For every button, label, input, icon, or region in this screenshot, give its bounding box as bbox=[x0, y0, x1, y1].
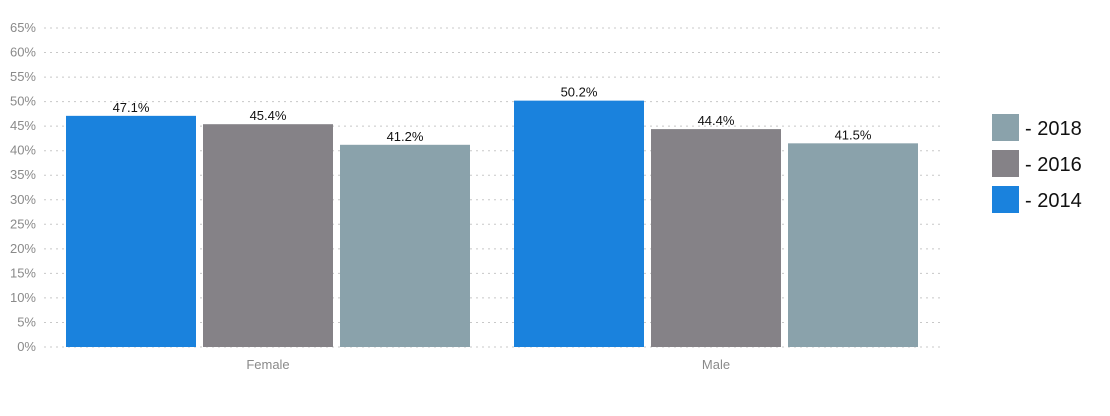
y-tick-label: 65% bbox=[10, 20, 36, 35]
y-tick-label: 50% bbox=[10, 94, 36, 109]
y-tick-label: 45% bbox=[10, 118, 36, 133]
data-label: 47.1% bbox=[113, 100, 150, 115]
legend-swatch bbox=[992, 114, 1019, 141]
legend-label: - 2018 bbox=[1025, 118, 1082, 140]
y-tick-label: 40% bbox=[10, 143, 36, 158]
y-tick-label: 5% bbox=[17, 314, 36, 329]
y-tick-label: 15% bbox=[10, 265, 36, 280]
legend-label: - 2016 bbox=[1025, 154, 1082, 176]
bar-male-2 bbox=[788, 143, 918, 347]
data-label: 50.2% bbox=[561, 85, 598, 100]
bar-female-1 bbox=[203, 124, 333, 348]
bar-male-0 bbox=[514, 100, 644, 347]
legend-swatch bbox=[992, 186, 1019, 213]
y-tick-label: 20% bbox=[10, 241, 36, 256]
y-tick-label: 60% bbox=[10, 45, 36, 60]
x-category-label: Female bbox=[246, 357, 289, 372]
data-label: 41.5% bbox=[835, 127, 872, 142]
bar-male-1 bbox=[651, 129, 781, 347]
bar-female-0 bbox=[66, 115, 196, 348]
y-tick-label: 55% bbox=[10, 69, 36, 84]
y-tick-label: 25% bbox=[10, 216, 36, 231]
data-label: 45.4% bbox=[250, 108, 287, 123]
y-tick-label: 30% bbox=[10, 192, 36, 207]
data-label: 44.4% bbox=[698, 113, 735, 128]
x-category-label: Male bbox=[702, 357, 730, 372]
y-tick-label: 10% bbox=[10, 290, 36, 305]
bar-female-2 bbox=[340, 144, 470, 347]
legend-label: - 2014 bbox=[1025, 190, 1082, 212]
legend-swatch bbox=[992, 150, 1019, 177]
y-tick-label: 0% bbox=[17, 339, 36, 354]
data-label: 41.2% bbox=[387, 129, 424, 144]
y-tick-label: 35% bbox=[10, 167, 36, 182]
